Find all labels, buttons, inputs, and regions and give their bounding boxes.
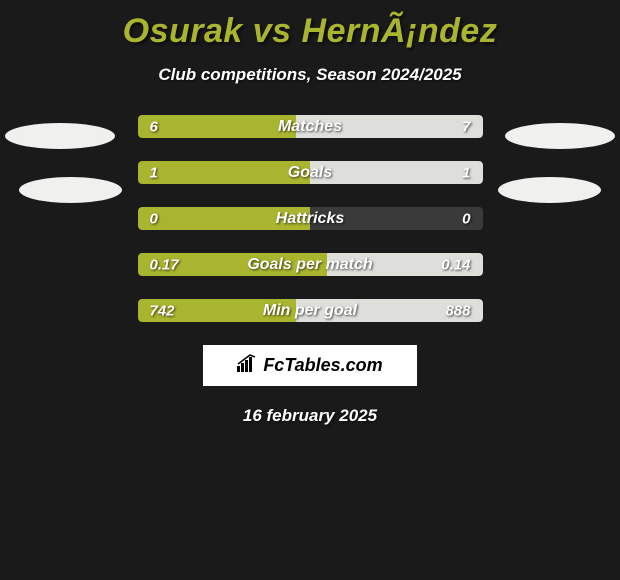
stat-row-min-per-goal: 742 Min per goal 888: [138, 299, 483, 322]
form-indicator-right-2: [498, 177, 601, 203]
subtitle: Club competitions, Season 2024/2025: [0, 65, 620, 85]
stat-value-right: 0.14: [441, 256, 470, 273]
stat-value-right: 0: [462, 210, 470, 227]
logo-text: FcTables.com: [263, 355, 382, 376]
stat-row-hattricks: 0 Hattricks 0: [138, 207, 483, 230]
stat-label: Hattricks: [276, 210, 344, 228]
stat-value-right: 888: [445, 302, 470, 319]
stat-row-goals-per-match: 0.17 Goals per match 0.14: [138, 253, 483, 276]
form-indicator-left-2: [19, 177, 122, 203]
stats-container: 6 Matches 7 1 Goals 1 0 Hattricks 0 0.17…: [138, 115, 483, 322]
stat-value-right: 7: [462, 118, 470, 135]
stat-label: Goals per match: [247, 256, 372, 274]
stat-value-left: 6: [150, 118, 158, 135]
date-label: 16 february 2025: [0, 406, 620, 426]
form-indicator-left-1: [5, 123, 115, 149]
chart-icon: [237, 354, 259, 377]
stat-bar-right: [310, 161, 483, 184]
stat-value-right: 1: [462, 164, 470, 181]
logo: FcTables.com: [237, 354, 382, 377]
page-title: Osurak vs HernÃ¡ndez: [0, 0, 620, 51]
stat-value-left: 0: [150, 210, 158, 227]
stat-label: Min per goal: [263, 302, 357, 320]
stat-row-matches: 6 Matches 7: [138, 115, 483, 138]
stat-value-left: 0.17: [150, 256, 179, 273]
stat-bar-left: [138, 115, 297, 138]
stat-value-left: 1: [150, 164, 158, 181]
stat-bar-left: [138, 161, 311, 184]
form-indicator-right-1: [505, 123, 615, 149]
stat-row-goals: 1 Goals 1: [138, 161, 483, 184]
stat-label: Goals: [288, 164, 332, 182]
stat-value-left: 742: [150, 302, 175, 319]
logo-box[interactable]: FcTables.com: [203, 345, 417, 386]
stat-label: Matches: [278, 118, 342, 136]
